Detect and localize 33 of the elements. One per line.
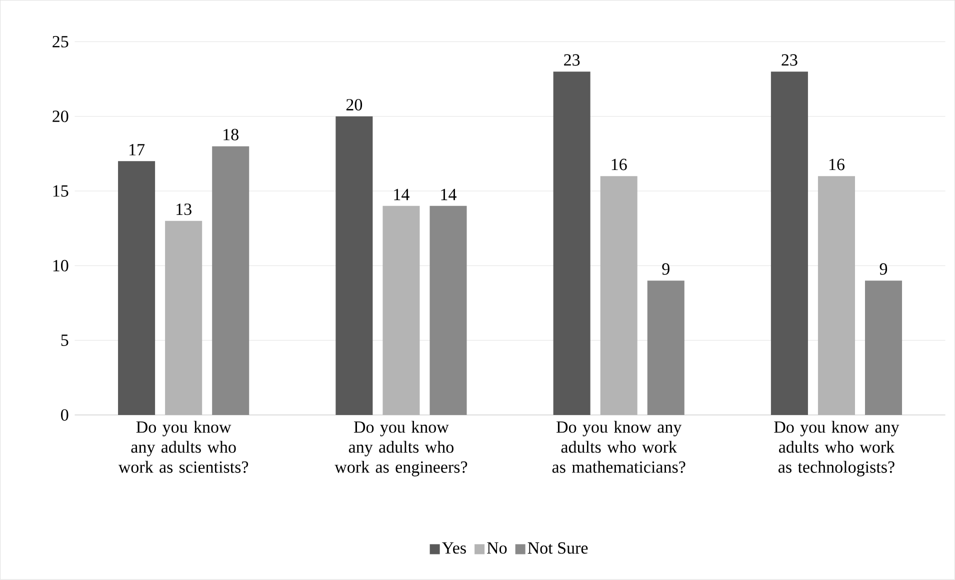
data-label: 18 <box>224 128 238 140</box>
data-label: 14 <box>441 188 456 200</box>
x-tick-label: Do you know any adults who work as technologists? <box>774 420 900 476</box>
data-label: 17 <box>130 144 145 156</box>
bar <box>336 116 373 416</box>
data-label: 16 <box>612 158 627 170</box>
x-tick-label: Do you know any adults who work as engineers? <box>334 420 468 476</box>
x-tick-label: Do you know any adults who work as mathematicians? <box>552 420 686 474</box>
y-tick-label: 25 <box>52 36 68 48</box>
legend-label: Not Sure <box>528 542 588 554</box>
data-label: 9 <box>662 263 670 275</box>
data-label: 9 <box>880 263 888 275</box>
data-label: 13 <box>176 204 192 216</box>
bar <box>553 72 590 416</box>
y-tick-label: 15 <box>53 185 68 197</box>
legend-label: Yes <box>442 542 466 554</box>
data-label: 16 <box>829 158 844 170</box>
data-label: 23 <box>782 54 798 66</box>
data-label: 23 <box>564 54 580 66</box>
x-tick-label: Do you know any adults who work as scientists? <box>118 420 248 474</box>
bar <box>430 206 467 416</box>
y-tick-label: 0 <box>61 409 68 421</box>
bar <box>647 280 684 416</box>
legend-label: No <box>487 542 507 554</box>
y-tick-label: 20 <box>52 110 68 122</box>
bar <box>212 146 250 416</box>
data-label: 14 <box>394 188 410 200</box>
bar <box>865 280 902 416</box>
bar <box>770 72 808 416</box>
bar <box>118 161 156 416</box>
data-label: 20 <box>346 99 362 111</box>
y-tick-label: 5 <box>61 334 68 346</box>
y-tick-label: 10 <box>53 260 68 272</box>
